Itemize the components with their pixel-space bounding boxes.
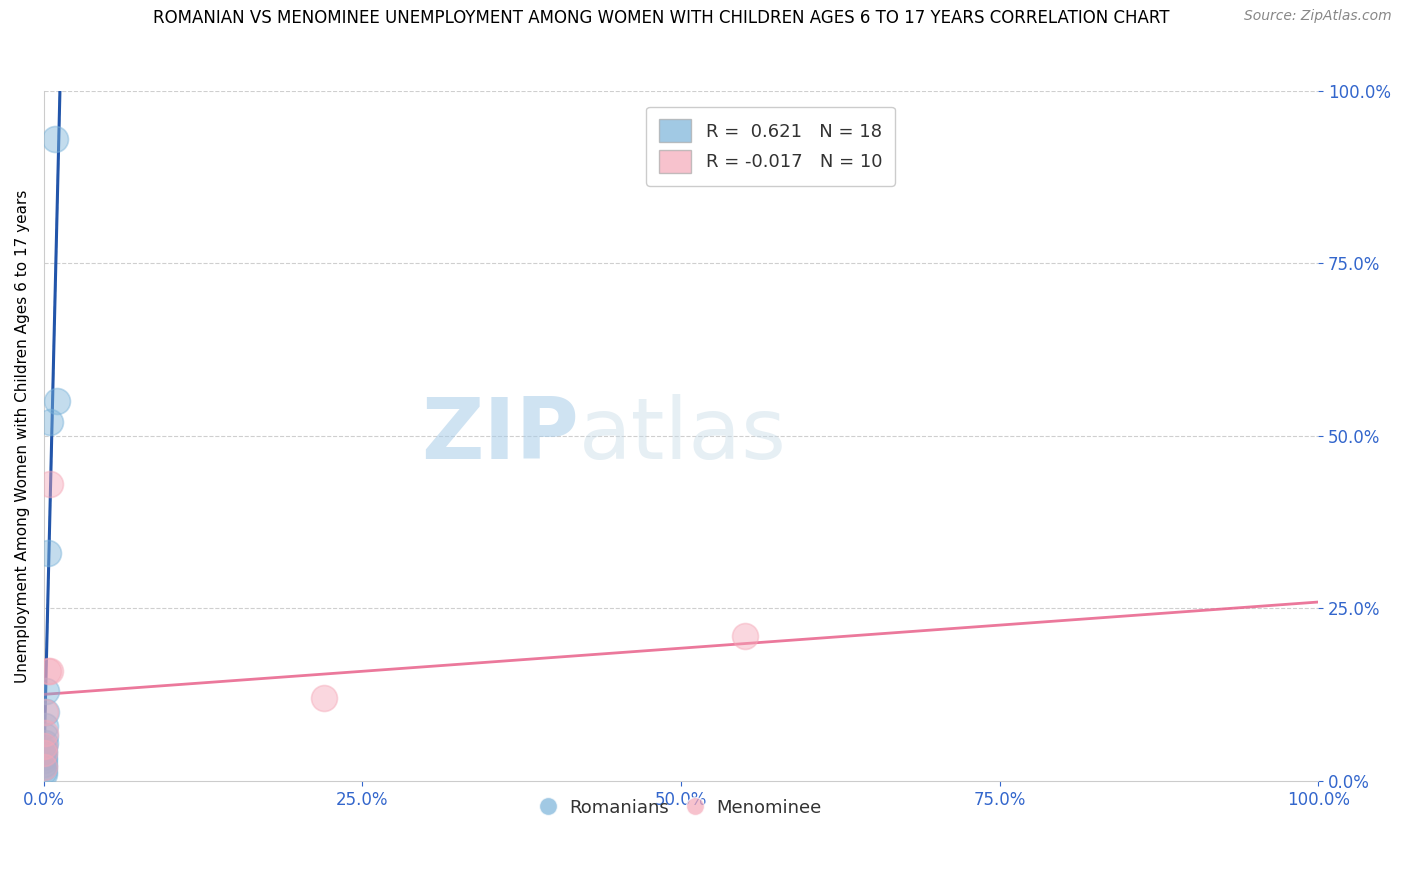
Point xyxy=(34,729,56,743)
Point xyxy=(314,691,336,706)
Point xyxy=(32,743,55,757)
Point xyxy=(32,760,55,774)
Point xyxy=(32,767,55,781)
Text: ZIP: ZIP xyxy=(422,394,579,477)
Point xyxy=(34,725,56,739)
Point xyxy=(39,477,62,491)
Point xyxy=(34,719,56,733)
Point xyxy=(34,739,56,754)
Point xyxy=(35,705,58,719)
Point xyxy=(32,749,55,764)
Point xyxy=(32,753,55,767)
Point xyxy=(34,739,56,754)
Point xyxy=(37,546,59,560)
Point xyxy=(39,664,62,678)
Text: ROMANIAN VS MENOMINEE UNEMPLOYMENT AMONG WOMEN WITH CHILDREN AGES 6 TO 17 YEARS : ROMANIAN VS MENOMINEE UNEMPLOYMENT AMONG… xyxy=(153,9,1168,27)
Point xyxy=(32,760,55,774)
Point xyxy=(734,629,756,643)
Text: Source: ZipAtlas.com: Source: ZipAtlas.com xyxy=(1244,9,1392,23)
Point xyxy=(32,747,55,761)
Point xyxy=(45,394,67,409)
Point xyxy=(37,664,59,678)
Point xyxy=(34,736,56,750)
Point xyxy=(44,132,66,146)
Legend: Romanians, Menominee: Romanians, Menominee xyxy=(533,791,828,823)
Text: atlas: atlas xyxy=(579,394,787,477)
Point xyxy=(32,764,55,778)
Y-axis label: Unemployment Among Women with Children Ages 6 to 17 years: Unemployment Among Women with Children A… xyxy=(15,189,30,682)
Point xyxy=(39,415,62,429)
Point xyxy=(35,684,58,698)
Point xyxy=(32,756,55,771)
Point xyxy=(32,747,55,761)
Point xyxy=(34,705,56,719)
